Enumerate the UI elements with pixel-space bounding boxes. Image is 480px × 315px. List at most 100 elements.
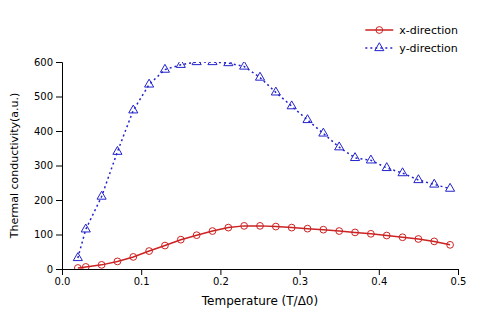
point: [176, 62, 185, 67]
point: [414, 175, 423, 183]
line: [78, 226, 450, 268]
point: [162, 242, 169, 249]
legend-label: x-direction: [399, 24, 458, 37]
y-tick-label: 0: [47, 264, 53, 275]
point: [73, 253, 82, 261]
x-tick: 0.0: [55, 269, 71, 287]
y-tick-mark: [56, 131, 62, 132]
x-tick-mark: [379, 269, 380, 275]
y-tick-mark: [56, 200, 62, 201]
x-tick: 0.3: [292, 269, 308, 287]
point: [114, 258, 121, 265]
y-axis: 0 100 200 300 400 500 600: [34, 57, 63, 275]
point: [97, 191, 106, 199]
point: [303, 115, 312, 123]
point: [240, 62, 249, 69]
point: [366, 155, 375, 163]
point: [382, 163, 391, 171]
x-axis-title: Temperature (T/Δ0): [201, 294, 318, 308]
point: [399, 234, 406, 241]
x-tick-label: 0.0: [55, 276, 71, 287]
point: [352, 229, 359, 236]
point: [224, 62, 233, 66]
point: [287, 101, 296, 109]
y-tick: 400: [34, 126, 62, 137]
point: [82, 264, 89, 269]
point: [225, 224, 232, 231]
legend-marker: [375, 43, 384, 51]
x-tick-label: 0.4: [371, 276, 387, 287]
point: [177, 236, 184, 243]
x-tick-mark: [458, 269, 459, 275]
point: [272, 223, 279, 230]
point: [430, 179, 439, 187]
x-tick-mark: [300, 269, 301, 275]
point: [129, 105, 138, 113]
chart: 0.0 0.1 0.2 0.3 0.4 0.5 0 100 200 300 400 500 600 Tem…: [0, 0, 480, 315]
point: [320, 226, 327, 233]
plot: 0.0 0.1 0.2 0.3 0.4 0.5 0 100 200 300 400 500 600 Tem…: [8, 57, 466, 308]
point: [319, 128, 328, 136]
point: [146, 248, 153, 255]
point: [383, 232, 390, 239]
point: [304, 225, 311, 232]
point: [415, 236, 422, 243]
point: [113, 146, 122, 154]
y-tick-mark: [56, 62, 62, 63]
legend-line: [365, 47, 393, 49]
x-tick: 0.4: [371, 269, 387, 287]
point: [257, 222, 264, 229]
legend: x-direction y-direction: [365, 24, 458, 55]
x-tick-label: 0.3: [292, 276, 308, 287]
y-tick-mark: [56, 269, 62, 270]
point: [160, 64, 169, 72]
legend-label: y-direction: [399, 42, 458, 55]
point: [208, 62, 217, 65]
point: [350, 153, 359, 161]
point: [255, 72, 264, 80]
point: [81, 224, 90, 232]
y-tick-mark: [56, 97, 62, 98]
marks: [73, 62, 454, 269]
series: [74, 222, 453, 269]
point: [209, 228, 216, 235]
point: [145, 79, 154, 87]
y-tick-mark: [56, 235, 62, 236]
legend-marker: [376, 27, 383, 34]
y-tick: 600: [34, 57, 62, 68]
point: [336, 228, 343, 235]
point: [271, 87, 280, 95]
y-tick: 100: [34, 229, 62, 240]
legend-item: x-direction: [365, 24, 458, 37]
point: [367, 230, 374, 237]
x-tick: 0.5: [451, 269, 467, 287]
x-tick-label: 0.5: [451, 276, 467, 287]
point: [74, 265, 81, 269]
y-tick: 200: [34, 195, 62, 206]
y-tick: 500: [34, 91, 62, 102]
point: [288, 224, 295, 231]
series: [73, 62, 454, 261]
x-tick-mark: [220, 269, 221, 275]
x-tick-label: 0.1: [134, 276, 150, 287]
x-tick-label: 0.2: [213, 276, 229, 287]
point: [431, 238, 438, 245]
point: [241, 222, 248, 229]
y-axis-line: [56, 63, 63, 270]
y-axis-title: Thermal conductivity(a.u.): [8, 93, 21, 240]
legend-item: y-direction: [365, 42, 458, 55]
point: [446, 183, 455, 191]
line: [78, 62, 450, 258]
y-tick-label: 500: [34, 91, 53, 102]
y-tick-mark: [56, 166, 62, 167]
point: [335, 142, 344, 150]
x-tick: 0.2: [213, 269, 229, 287]
point: [447, 241, 454, 248]
point: [130, 254, 137, 261]
y-tick: 300: [34, 160, 62, 171]
y-tick-label: 400: [34, 126, 53, 137]
x-tick-mark: [141, 269, 142, 275]
y-tick-label: 600: [34, 57, 53, 68]
x-axis: 0.0 0.1 0.2 0.3 0.4 0.5: [55, 269, 467, 287]
x-tick: 0.1: [134, 269, 150, 287]
